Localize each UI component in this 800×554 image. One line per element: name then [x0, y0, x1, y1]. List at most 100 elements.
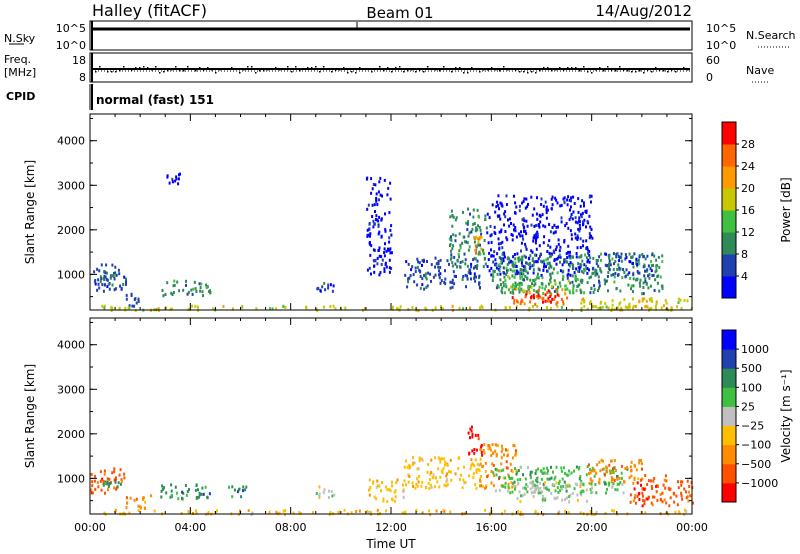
power-cell: [206, 285, 209, 289]
power-cell: [434, 265, 436, 269]
velocity-cell: [638, 461, 641, 465]
power-cell: [566, 287, 569, 291]
velocity-cell: [242, 489, 244, 493]
power-cell: [383, 267, 386, 271]
freq-dot: [435, 69, 437, 71]
power-cell: [654, 304, 657, 308]
power-cell: [499, 217, 502, 221]
velocity-cell: [616, 482, 619, 486]
velocity-cell: [484, 508, 487, 512]
power-cell: [548, 251, 551, 255]
velocity-colorbar-segment: [722, 425, 736, 446]
power-cell: [528, 306, 531, 310]
power-cell: [483, 256, 486, 260]
velocity-region: [467, 425, 484, 457]
colorbar-tick-label: 16: [741, 204, 755, 217]
freq-dot: [415, 71, 417, 73]
velocity-cell: [532, 490, 535, 494]
velocity-cell: [428, 487, 431, 490]
velocity-cell: [601, 459, 604, 463]
velocity-cell: [531, 470, 534, 474]
power-cell: [444, 269, 446, 273]
velocity-cell: [415, 483, 418, 486]
power-cell: [581, 211, 584, 215]
power-cell: [434, 306, 437, 310]
velocity-cell: [458, 456, 461, 460]
power-cell: [467, 248, 470, 252]
power-cell: [513, 275, 516, 279]
power-colorbar-segment: [722, 166, 736, 189]
power-cell: [370, 177, 373, 181]
power-cell: [380, 263, 383, 266]
power-cell: [384, 228, 387, 232]
velocity-cell: [174, 485, 177, 489]
power-cell: [477, 243, 480, 247]
velocity-cell: [486, 475, 489, 479]
velocity-colorbar-segment: [722, 463, 736, 484]
power-cell: [450, 238, 453, 242]
power-cell: [379, 271, 382, 275]
power-cell: [492, 275, 495, 279]
y-tick-label: 2000: [57, 428, 85, 441]
velocity-cell: [446, 472, 449, 476]
power-cell: [369, 232, 372, 236]
power-cell: [564, 224, 567, 228]
freq-dot: [427, 66, 429, 68]
power-cell: [522, 237, 525, 241]
power-cell: [465, 221, 468, 225]
freq-dot: [535, 72, 537, 74]
velocity-cell: [119, 482, 122, 486]
velocity-cell: [610, 469, 613, 473]
power-cell: [551, 195, 554, 199]
velocity-cell: [523, 486, 526, 490]
power-cell: [368, 222, 371, 226]
velocity-cell: [566, 496, 568, 500]
power-cell: [566, 256, 569, 260]
freq-dot: [439, 70, 441, 72]
power-cell: [392, 305, 394, 309]
velocity-cell: [579, 483, 582, 487]
power-cell: [644, 257, 647, 261]
power-cell: [373, 264, 375, 268]
velocity-cell: [408, 475, 411, 478]
velocity-cell: [135, 497, 138, 501]
velocity-cell: [128, 511, 131, 515]
velocity-cell: [114, 508, 117, 512]
power-cell: [535, 290, 538, 294]
colorbar-tick-label: 1000: [741, 343, 769, 356]
cpid-label: CPID: [6, 90, 35, 103]
power-cell: [521, 218, 524, 222]
power-cell: [579, 288, 582, 292]
power-cell: [599, 267, 602, 271]
power-cell: [553, 279, 556, 283]
velocity-cell: [669, 487, 672, 491]
power-cell: [590, 194, 593, 198]
velocity-cell: [650, 501, 653, 505]
power-cell: [458, 232, 461, 236]
power-cell: [548, 282, 550, 286]
power-cell: [579, 227, 582, 231]
power-cell: [532, 268, 535, 272]
power-cell: [677, 301, 680, 305]
power-cell: [473, 240, 476, 244]
power-cell: [472, 258, 475, 262]
velocity-cell: [576, 493, 579, 497]
power-cell: [545, 258, 548, 262]
power-cell: [500, 260, 503, 264]
power-cell: [466, 222, 469, 226]
velocity-cell: [474, 458, 477, 462]
velocity-cell: [102, 480, 105, 484]
power-cell: [521, 289, 524, 293]
power-cell: [130, 292, 133, 296]
power-cell: [385, 249, 388, 253]
power-cell: [505, 272, 508, 276]
velocity-cell: [577, 498, 579, 502]
velocity-cell: [391, 498, 394, 502]
velocity-cell: [200, 492, 203, 496]
power-cell: [480, 247, 483, 251]
freq-dot: [339, 69, 341, 71]
freq-dot: [507, 69, 509, 71]
velocity-cell: [663, 498, 666, 502]
power-cell: [650, 269, 653, 273]
power-cell: [545, 216, 548, 220]
